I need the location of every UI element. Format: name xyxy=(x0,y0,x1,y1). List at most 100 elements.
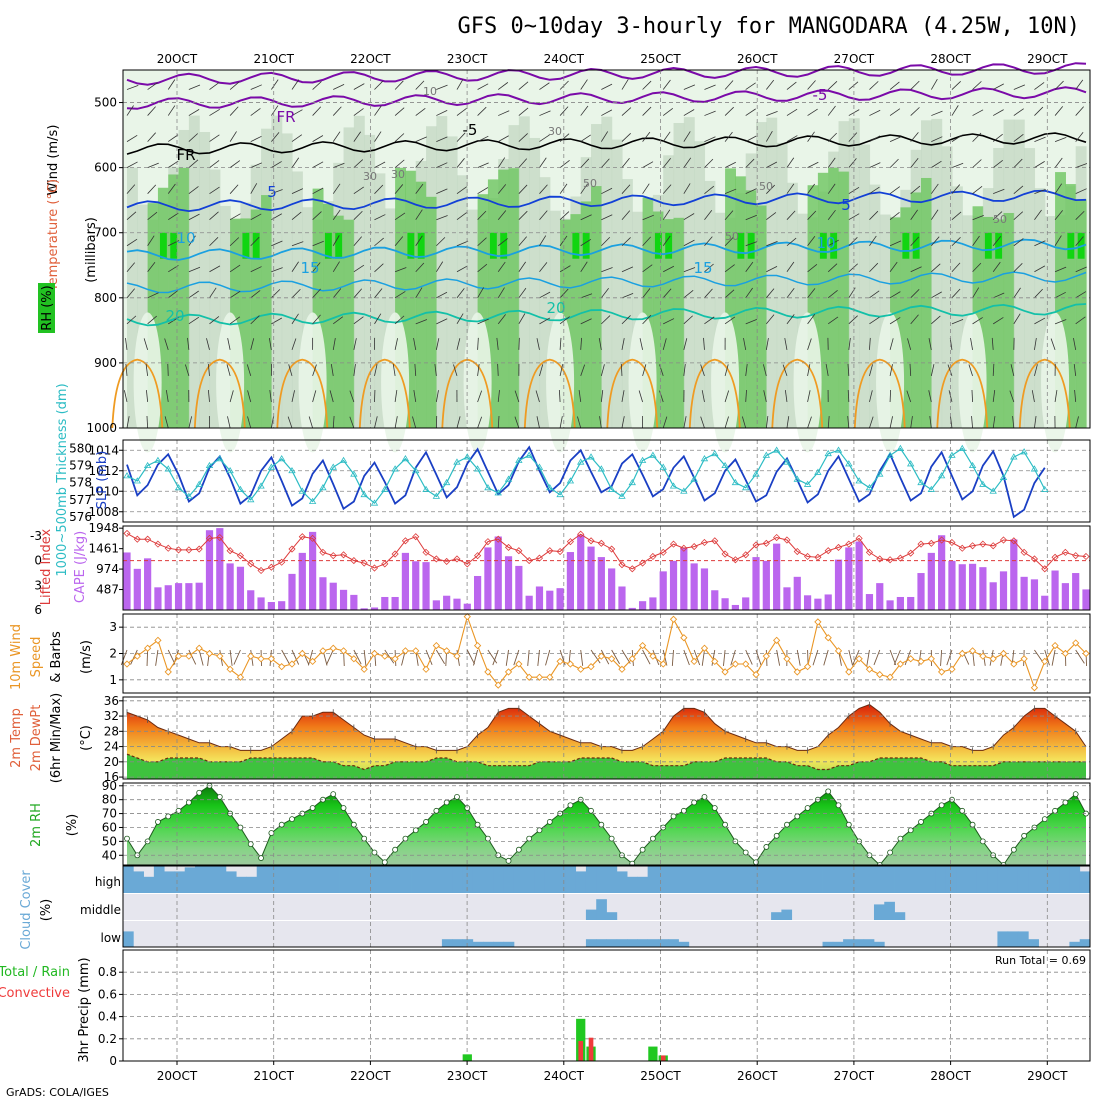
cloud-cell xyxy=(267,866,278,893)
cape-tick-label: 974 xyxy=(96,562,119,576)
lifted-marker xyxy=(474,552,482,560)
wind-barb xyxy=(662,184,672,194)
wind-barb xyxy=(1075,106,1084,116)
wind-barb xyxy=(537,649,540,666)
wind-barb xyxy=(766,161,778,168)
lifted-marker xyxy=(195,545,203,553)
thickness-marker xyxy=(628,478,636,486)
contour-label: 30 xyxy=(391,168,405,181)
wind-barb xyxy=(662,108,674,116)
wind-barb xyxy=(621,237,631,247)
wind-barb xyxy=(456,132,466,142)
rh-marker xyxy=(773,832,780,839)
wind-barb xyxy=(498,135,509,142)
cloud-cell xyxy=(513,866,525,893)
lifted-marker xyxy=(123,529,131,537)
lifted-marker xyxy=(556,547,564,556)
wind-marker xyxy=(638,641,647,650)
cloud-cell xyxy=(472,866,484,893)
wind-barb xyxy=(291,157,300,168)
rh-marker xyxy=(402,835,409,842)
cape-bar xyxy=(185,583,193,610)
wind-barb xyxy=(1034,416,1037,429)
cloud-cell xyxy=(503,941,515,947)
wind-barb xyxy=(601,288,609,299)
wind-barb xyxy=(910,209,918,220)
slp-tick-label: 1012 xyxy=(88,464,119,478)
wind-barb xyxy=(642,131,651,142)
rh-cell xyxy=(993,219,1005,428)
cloud-axis-label: (%) xyxy=(39,899,54,922)
cloud-cell xyxy=(843,939,854,947)
wind-marker xyxy=(556,657,564,666)
wind-barb xyxy=(972,81,982,90)
wind-marker xyxy=(360,665,368,673)
wind-barb xyxy=(704,84,716,90)
lifted-marker xyxy=(144,535,152,543)
wind-barb xyxy=(271,267,283,273)
rh-cell xyxy=(209,169,221,428)
cape-frame xyxy=(122,525,1091,611)
wind-barb xyxy=(704,236,713,247)
wind-barb xyxy=(477,390,483,403)
thickness-marker xyxy=(288,466,296,474)
cape-bar xyxy=(638,601,647,610)
cloud-cell xyxy=(421,866,433,893)
wind-barb xyxy=(889,364,893,377)
wind-barb xyxy=(435,390,439,403)
thickness-marker xyxy=(267,463,276,470)
wind-barb xyxy=(621,79,629,90)
wind-barb xyxy=(291,338,297,351)
thickness-marker xyxy=(638,456,647,463)
wind-barb xyxy=(250,162,262,169)
wind-barb xyxy=(147,184,157,194)
wind-barb xyxy=(947,364,953,377)
wind-barb xyxy=(992,390,996,403)
wind-barb xyxy=(992,160,1003,168)
wind-barb xyxy=(436,291,448,299)
wind-barb xyxy=(394,416,398,429)
lifted-marker xyxy=(216,533,224,542)
thickness-marker xyxy=(865,484,874,491)
wind-barb xyxy=(827,157,836,168)
cloud-cell xyxy=(1017,866,1029,893)
cloud-cell xyxy=(411,866,422,893)
wind-marker xyxy=(525,673,533,681)
cloud-cell xyxy=(657,866,669,893)
cloud-cell xyxy=(585,939,597,947)
wind-barb xyxy=(577,416,582,429)
wind-barb xyxy=(1013,313,1021,325)
wind-barb xyxy=(394,390,398,403)
cloud-cell xyxy=(771,866,782,893)
wind-marker xyxy=(432,641,440,650)
lifted-marker xyxy=(958,544,966,552)
cloud-cell xyxy=(647,939,659,947)
wind-barb xyxy=(332,288,342,299)
isotherm-line xyxy=(126,238,1087,261)
wind-barb xyxy=(992,109,1004,116)
lifted-marker xyxy=(917,540,925,548)
wind-barb xyxy=(374,416,378,429)
wind-barb xyxy=(206,338,210,350)
wind-barb xyxy=(1075,649,1085,664)
pressure-tick-label: 900 xyxy=(94,356,117,370)
wind-barb xyxy=(723,649,726,666)
rh-marker xyxy=(938,802,945,809)
wind-barb xyxy=(130,649,138,665)
cape-bar xyxy=(1020,576,1028,610)
thickness-marker xyxy=(339,456,348,463)
wind-barb xyxy=(188,133,198,142)
wind-barb xyxy=(601,131,609,142)
thickness-marker xyxy=(432,492,441,499)
thickness-marker xyxy=(484,484,492,491)
cape-bar xyxy=(453,598,461,610)
wind-barb xyxy=(659,390,664,403)
rh-marker xyxy=(289,816,295,823)
wind-barb xyxy=(413,338,417,350)
wind-barb xyxy=(497,287,505,299)
wind-marker xyxy=(1082,649,1090,658)
wind-barb xyxy=(724,188,737,195)
lifted-marker xyxy=(711,537,719,545)
lifted-marker xyxy=(205,534,214,542)
cloud-cell xyxy=(493,866,505,893)
